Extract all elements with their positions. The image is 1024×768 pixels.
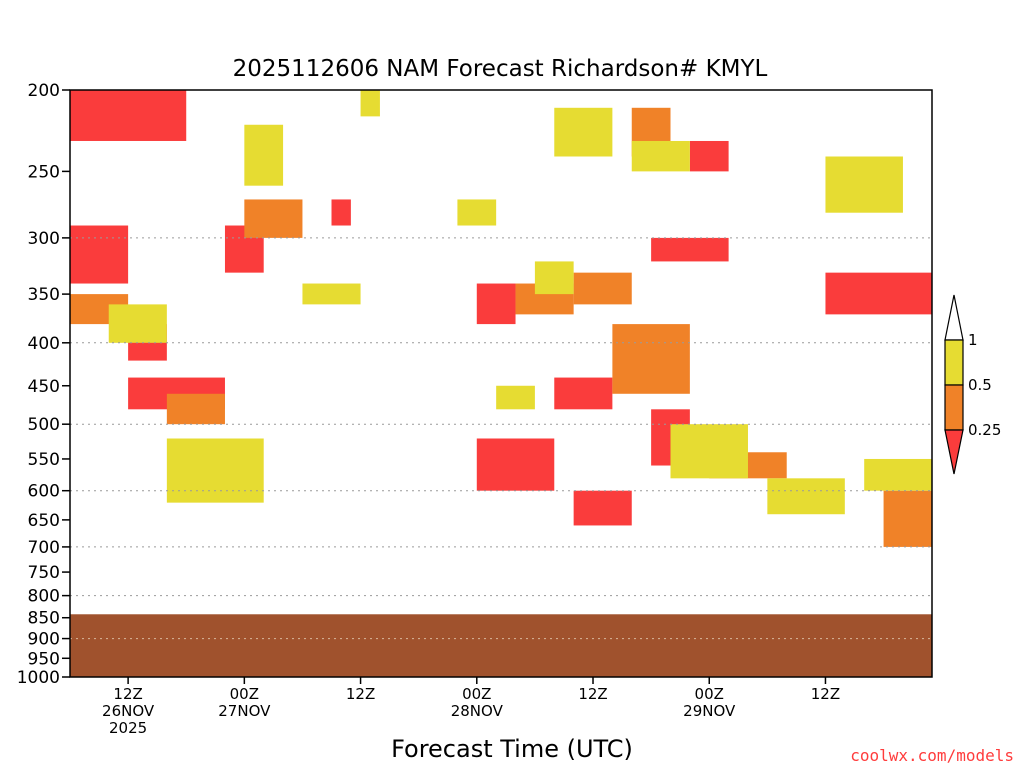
richardson-cells — [70, 90, 932, 547]
colorbar-bin-orange — [944, 384, 964, 431]
ri-region-low-7 — [476, 438, 555, 491]
colorbar-label-1: 0.5 — [968, 376, 992, 394]
x-axis-label: Forecast Time (UTC) — [391, 735, 633, 763]
ri-region-low-6 — [476, 283, 516, 325]
ri-region-low-13 — [825, 272, 932, 315]
y-tick-label-250: 250 — [28, 162, 60, 182]
colorbar-bin-yellow — [944, 339, 964, 386]
ri-region-mid-16 — [244, 199, 303, 238]
ri-region-high-28 — [457, 199, 497, 226]
colorbar-arrow-top — [944, 294, 964, 341]
x-tick-label-3-0: 00Z — [462, 685, 491, 703]
y-tick-label-450: 450 — [28, 377, 60, 397]
ri-region-mid-22 — [883, 490, 932, 547]
ri-region-high-27 — [360, 90, 380, 117]
y-tick-label-400: 400 — [28, 334, 60, 354]
ri-region-mid-19 — [612, 324, 690, 394]
chart-title: 2025112606 NAM Forecast Richardson# KMYL — [233, 56, 768, 82]
y-tick-label-650: 650 — [28, 511, 60, 531]
x-tick-label-0-1: 26NOV — [102, 702, 155, 720]
ri-region-high-25 — [244, 124, 284, 186]
x-tick-label-5-0: 00Z — [695, 685, 724, 703]
ri-region-high-32 — [631, 140, 690, 172]
ri-region-low-0 — [70, 90, 187, 141]
x-tick-label-4-0: 12Z — [578, 685, 607, 703]
colorbar-label-2: 0.25 — [968, 421, 1001, 439]
colorbar-label-0: 1 — [968, 331, 978, 349]
ri-region-low-8 — [554, 377, 613, 410]
ri-region-low-9 — [573, 490, 632, 526]
ri-region-low-11 — [689, 140, 729, 172]
colorbar-legend: 1 0.5 0.25 — [944, 294, 1001, 475]
y-tick-label-350: 350 — [28, 285, 60, 305]
ri-region-high-23 — [108, 304, 167, 343]
y-tick-label-750: 750 — [28, 563, 60, 583]
ri-region-low-1 — [70, 225, 129, 284]
ri-region-high-26 — [302, 283, 361, 305]
y-tick-label-1000: 1000 — [17, 668, 60, 688]
ri-region-mid-18 — [573, 272, 632, 305]
x-tick-label-1-0: 00Z — [230, 685, 259, 703]
credit-text: coolwx.com/models — [850, 746, 1014, 765]
plot-frame — [69, 89, 933, 678]
y-axis: 200 250 300 350 400 450 500 550 600 650 700 750 8008… — [17, 81, 70, 688]
below-ground-fill — [70, 614, 932, 677]
y-tick-label-800: 800 — [28, 587, 60, 607]
x-tick-label-0-0: 12Z — [113, 685, 142, 703]
x-tick-label-2-0: 12Z — [346, 685, 375, 703]
x-tick-label-1-1: 27NOV — [218, 702, 271, 720]
ri-region-low-5 — [331, 199, 351, 226]
ri-region-high-30 — [534, 261, 574, 295]
ri-region-high-31 — [554, 107, 613, 157]
ri-region-high-29 — [496, 385, 535, 410]
y-tick-label-550: 550 — [28, 450, 60, 470]
x-tick-label-3-1: 28NOV — [451, 702, 504, 720]
x-tick-label-0-2: 2025 — [109, 719, 147, 737]
x-tick-label-5-1: 29NOV — [683, 702, 736, 720]
ri-region-mid-15 — [166, 393, 225, 425]
y-tick-label-300: 300 — [28, 229, 60, 249]
y-tick-label-600: 600 — [28, 482, 60, 502]
ri-region-high-36 — [864, 458, 932, 491]
y-tick-label-900: 900 — [28, 630, 60, 650]
colorbar-arrow-bottom — [944, 429, 964, 475]
ri-region-high-24 — [166, 438, 264, 503]
ri-region-high-34 — [767, 478, 845, 515]
y-tick-label-850: 850 — [28, 609, 60, 629]
plot-area — [69, 89, 933, 678]
ri-region-high-35 — [825, 156, 903, 213]
ri-region-high-33 — [670, 424, 748, 479]
x-tick-label-6-0: 12Z — [811, 685, 840, 703]
y-tick-label-700: 700 — [28, 538, 60, 558]
y-tick-label-200: 200 — [28, 81, 60, 101]
ri-region-low-12 — [651, 237, 729, 262]
y-tick-label-950: 950 — [28, 649, 60, 669]
y-tick-label-500: 500 — [28, 415, 60, 435]
